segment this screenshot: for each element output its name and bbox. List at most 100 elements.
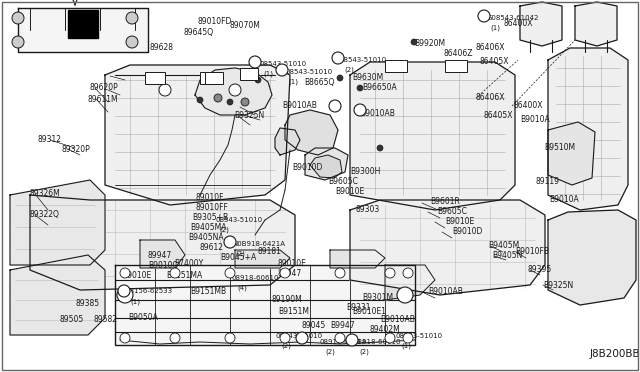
Polygon shape [285,110,338,155]
Circle shape [120,333,130,343]
Text: 89010FF: 89010FF [196,203,229,212]
Text: B9010FB: B9010FB [515,247,549,257]
Circle shape [126,36,138,48]
Text: 89303: 89303 [355,205,380,215]
Text: S08543-61042: S08543-61042 [488,15,540,21]
Text: N: N [299,335,305,341]
Text: 89119: 89119 [535,177,559,186]
Text: (1): (1) [401,343,411,349]
Text: 89181: 89181 [258,247,282,257]
Text: (2): (2) [344,67,354,73]
Polygon shape [140,240,185,268]
Text: 89322Q: 89322Q [30,211,60,219]
Circle shape [225,333,235,343]
Circle shape [385,333,395,343]
Text: B9920M: B9920M [414,39,445,48]
Text: B9010AB: B9010AB [428,288,463,296]
Text: 08918-60610: 08918-60610 [354,339,401,345]
Text: B9045+A: B9045+A [220,253,256,263]
Text: 08543-51010: 08543-51010 [260,61,307,67]
Circle shape [12,36,24,48]
Bar [145,72,165,84]
Text: 86400X: 86400X [504,19,534,29]
Polygon shape [195,68,272,115]
Text: B9151M: B9151M [278,308,309,317]
Text: 86405X: 86405X [484,112,513,121]
Circle shape [227,99,233,105]
Text: B9010D: B9010D [452,228,483,237]
Text: (2): (2) [281,343,291,349]
Text: B9605C: B9605C [328,177,358,186]
Text: B9010AB: B9010AB [380,315,415,324]
Text: B9010E: B9010E [335,187,364,196]
Text: 89190M: 89190M [272,295,303,305]
Text: 08543-51010: 08543-51010 [285,69,332,75]
Polygon shape [548,122,595,185]
Text: S: S [333,103,337,109]
Text: (1): (1) [490,25,500,31]
Text: B9301M: B9301M [362,294,393,302]
Circle shape [335,268,345,278]
Text: 86406X: 86406X [475,44,504,52]
Text: N0B918-6421A: N0B918-6421A [232,241,285,247]
Circle shape [241,98,249,106]
Circle shape [337,75,343,81]
Text: B9405M: B9405M [488,241,519,250]
Text: 89628: 89628 [150,44,174,52]
Circle shape [354,104,366,116]
Polygon shape [385,265,435,300]
Circle shape [385,268,395,278]
Text: N: N [349,337,355,343]
Text: 08543-51010: 08543-51010 [276,333,323,339]
Text: 89010F: 89010F [196,193,225,202]
Text: B9010E: B9010E [445,218,474,227]
Text: B7400Y: B7400Y [174,260,204,269]
Text: (2): (2) [235,251,245,257]
Text: B9010AB: B9010AB [282,102,317,110]
Text: B9050A: B9050A [128,314,158,323]
Polygon shape [548,48,628,210]
Circle shape [332,52,344,64]
Polygon shape [350,200,545,295]
Text: 86406X: 86406X [476,93,506,103]
Text: B9325N: B9325N [543,282,573,291]
Circle shape [118,285,130,297]
Circle shape [403,268,413,278]
Bar [240,68,258,80]
Text: (4): (4) [237,285,247,291]
Text: 89385: 89385 [76,299,100,308]
Text: S: S [335,55,340,61]
Text: 89947: 89947 [148,251,172,260]
Circle shape [357,85,363,91]
Text: B9010E: B9010E [122,272,151,280]
Polygon shape [275,128,300,155]
Polygon shape [310,155,342,178]
Text: 89010E: 89010E [278,260,307,269]
Text: S: S [253,59,257,65]
Text: S: S [481,13,486,19]
Circle shape [397,287,413,303]
Circle shape [329,100,341,112]
Text: B9405N: B9405N [492,251,522,260]
Text: B96650A: B96650A [362,83,397,93]
Circle shape [478,10,490,22]
Text: J8B200BB: J8B200BB [590,349,640,359]
Text: S: S [358,107,362,113]
Circle shape [170,268,180,278]
Text: B9510M: B9510M [544,144,575,153]
Text: 08543-51010: 08543-51010 [340,57,387,63]
Bar [445,60,467,72]
Polygon shape [18,8,148,52]
Circle shape [403,333,413,343]
Circle shape [120,268,130,278]
Text: 08543-51010: 08543-51010 [215,217,262,223]
Polygon shape [115,265,415,345]
Circle shape [197,97,203,103]
Text: 89620P: 89620P [90,83,119,93]
Text: B9305+B: B9305+B [192,214,228,222]
Text: (2): (2) [219,227,229,233]
Text: B9630M: B9630M [352,74,383,83]
Text: B9010A: B9010A [549,196,579,205]
Text: 08156-62533: 08156-62533 [126,288,173,294]
Bar [200,72,220,84]
